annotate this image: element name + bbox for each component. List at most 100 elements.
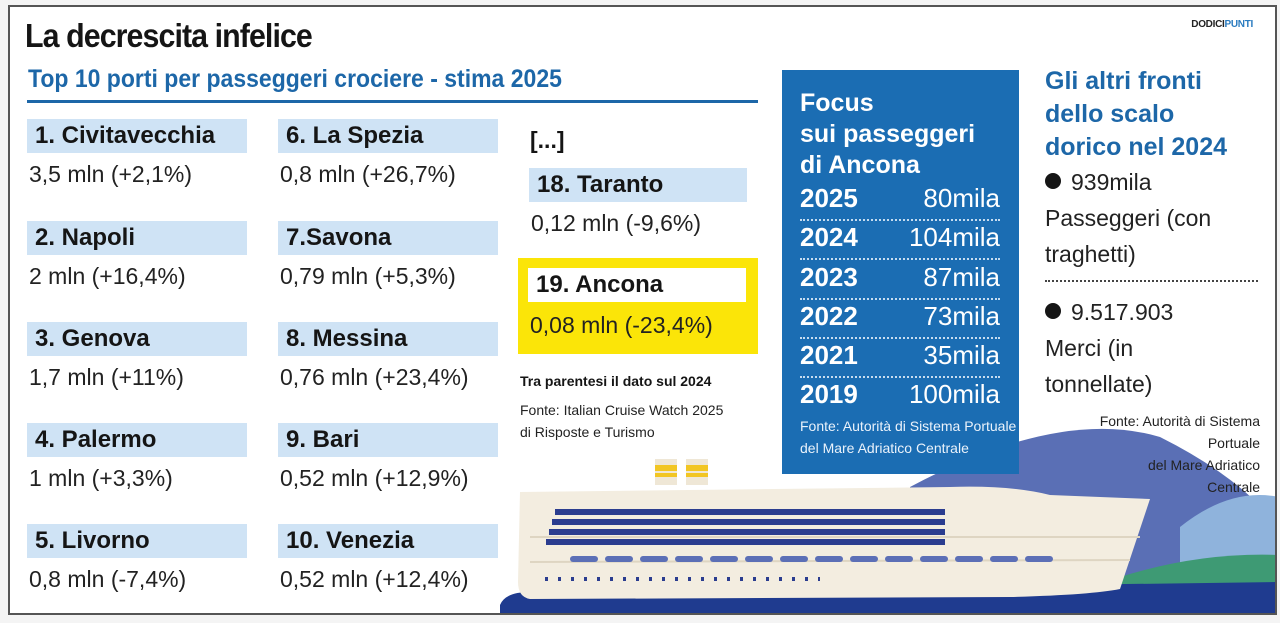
port-name: 19. Ancona bbox=[528, 268, 746, 302]
focus-title-line: Focus bbox=[800, 89, 874, 117]
port-item: 6. La Spezia 0,8 mln (+26,7%) bbox=[278, 119, 498, 188]
stat-label: traghetti) bbox=[1045, 241, 1136, 267]
funnel bbox=[655, 459, 677, 485]
focus-value: 104mila bbox=[908, 222, 1000, 252]
port-item: 7.Savona 0,79 mln (+5,3%) bbox=[278, 221, 498, 290]
focus-value: 80mila bbox=[923, 183, 1000, 213]
stat-label: Passeggeri (con bbox=[1045, 205, 1212, 231]
focus-title-line: sui passeggeri bbox=[800, 120, 976, 148]
page-title: La decrescita infelice bbox=[25, 17, 313, 54]
port-name: 8. Messina bbox=[278, 322, 498, 356]
infographic: La decrescita infelice DODICIPUNTI Top 1… bbox=[8, 5, 1277, 615]
dotted-divider bbox=[1045, 280, 1258, 282]
port-name: 10. Venezia bbox=[278, 524, 498, 558]
sea bbox=[500, 582, 1275, 613]
port-name: 5. Livorno bbox=[27, 524, 247, 558]
port-item: 2. Napoli 2 mln (+16,4%) bbox=[27, 221, 247, 290]
port-item: 4. Palermo 1 mln (+3,3%) bbox=[27, 423, 247, 492]
source-line: Fonte: Autorità di Sistema Portuale bbox=[1099, 413, 1260, 451]
focus-year: 2023 bbox=[800, 262, 858, 292]
stat-label: tonnellate) bbox=[1045, 371, 1153, 397]
focus-row: 2022 73mila bbox=[800, 299, 1000, 339]
windows bbox=[546, 509, 945, 545]
brand-part-2: PUNTI bbox=[1224, 19, 1253, 30]
port-item: 1. Civitavecchia 3,5 mln (+2,1%) bbox=[27, 119, 247, 188]
source-line: di Risposte e Turismo bbox=[520, 424, 655, 440]
source-line: Centrale bbox=[1207, 479, 1260, 495]
bullet-icon bbox=[1045, 303, 1061, 319]
focus-title: Focus sui passeggeri di Ancona bbox=[800, 88, 975, 181]
portholes bbox=[570, 556, 1053, 562]
brand-part-1: DODICI bbox=[1191, 19, 1225, 30]
hull bbox=[518, 486, 1150, 599]
funnel bbox=[686, 459, 708, 485]
other-source: Fonte: Autorità di Sistema Portuale del … bbox=[1045, 410, 1260, 498]
bullet-icon bbox=[1045, 173, 1061, 189]
port-item-taranto: 18. Taranto 0,12 mln (-9,6%) bbox=[529, 168, 747, 237]
port-value: 2 mln (+16,4%) bbox=[29, 263, 186, 289]
other-title: Gli altri fronti dello scalo dorico nel … bbox=[1045, 65, 1260, 164]
port-item-ancona-highlight: 19. Ancona 0,08 mln (-23,4%) bbox=[518, 258, 758, 354]
port-value: 0,79 mln (+5,3%) bbox=[280, 263, 456, 289]
port-value: 3,5 mln (+2,1%) bbox=[29, 161, 192, 187]
focus-year: 2025 bbox=[800, 183, 858, 213]
port-name: 7.Savona bbox=[278, 221, 498, 255]
port-name: 6. La Spezia bbox=[278, 119, 498, 153]
focus-year: 2022 bbox=[800, 301, 858, 331]
focus-year: 2019 bbox=[800, 379, 858, 409]
source-cruise-watch: Fonte: Italian Cruise Watch 2025 di Risp… bbox=[520, 399, 723, 443]
stat-value: 939mila bbox=[1071, 169, 1152, 195]
port-item: 5. Livorno 0,8 mln (-7,4%) bbox=[27, 524, 247, 593]
source-line: del Mare Adriatico bbox=[1147, 457, 1260, 473]
focus-value: 35mila bbox=[923, 340, 1000, 370]
port-name: 4. Palermo bbox=[27, 423, 247, 457]
stat-value: 9.517.903 bbox=[1071, 299, 1174, 325]
subtitle-underline bbox=[27, 100, 758, 103]
other-title-line: Gli altri fronti bbox=[1045, 67, 1202, 95]
focus-value: 87mila bbox=[923, 262, 1000, 292]
focus-year: 2021 bbox=[800, 340, 858, 370]
focus-row: 2021 35mila bbox=[800, 338, 1000, 378]
section-subtitle: Top 10 porti per passeggeri crociere - s… bbox=[28, 65, 562, 93]
port-name: 1. Civitavecchia bbox=[27, 119, 247, 153]
focus-year: 2024 bbox=[800, 222, 858, 252]
port-name: 3. Genova bbox=[27, 322, 247, 356]
focus-row: 2025 80mila bbox=[800, 181, 1000, 221]
other-fronts-panel: Gli altri fronti dello scalo dorico nel … bbox=[1045, 65, 1260, 498]
focus-value: 100mila bbox=[908, 379, 1000, 409]
port-value: 0,8 mln (+26,7%) bbox=[280, 161, 456, 187]
port-item: 10. Venezia 0,52 mln (+12,4%) bbox=[278, 524, 498, 593]
port-value: 0,52 mln (+12,9%) bbox=[280, 465, 469, 491]
other-title-line: dello scalo bbox=[1045, 100, 1175, 128]
port-name: 18. Taranto bbox=[529, 168, 747, 202]
port-item: 9. Bari 0,52 mln (+12,9%) bbox=[278, 423, 498, 492]
port-value: 0,76 mln (+23,4%) bbox=[280, 364, 469, 390]
hill-light bbox=[1180, 495, 1275, 613]
port-value: 1,7 mln (+11%) bbox=[29, 364, 184, 390]
port-item: 3. Genova 1,7 mln (+11%) bbox=[27, 322, 247, 391]
port-value: 0,12 mln (-9,6%) bbox=[531, 210, 702, 236]
brand-logo: DODICIPUNTI bbox=[1191, 19, 1253, 30]
port-name: 2. Napoli bbox=[27, 221, 247, 255]
source-line: del Mare Adriatico Centrale bbox=[800, 440, 969, 456]
hill-green bbox=[1120, 554, 1275, 613]
focus-ancona-panel: Focus sui passeggeri di Ancona 2025 80mil… bbox=[782, 70, 1019, 474]
source-line: Fonte: Italian Cruise Watch 2025 bbox=[520, 402, 724, 418]
stat-label: Merci (in bbox=[1045, 335, 1134, 361]
focus-row: 2024 104mila bbox=[800, 220, 1000, 260]
focus-title-line: di Ancona bbox=[800, 151, 920, 179]
port-value: 1 mln (+3,3%) bbox=[29, 465, 173, 491]
footnote: Tra parentesi il dato sul 2024 bbox=[520, 373, 712, 389]
focus-value: 73mila bbox=[923, 301, 1000, 331]
port-name: 9. Bari bbox=[278, 423, 498, 457]
port-item: 8. Messina 0,76 mln (+23,4%) bbox=[278, 322, 498, 391]
source-line: Fonte: Autorità di Sistema Portuale bbox=[800, 418, 1017, 434]
port-value: 0,08 mln (-23,4%) bbox=[530, 312, 713, 338]
port-value: 0,52 mln (+12,4%) bbox=[280, 566, 469, 592]
ellipsis-marker: [...] bbox=[530, 127, 565, 153]
stat-cargo: 9.517.903 Merci (in tonnellate) bbox=[1045, 294, 1260, 402]
focus-source: Fonte: Autorità di Sistema Portuale del … bbox=[800, 415, 1016, 459]
focus-row: 2019 100mila bbox=[800, 377, 1000, 415]
focus-row: 2023 87mila bbox=[800, 260, 1000, 300]
other-title-line: dorico nel 2024 bbox=[1045, 133, 1228, 161]
